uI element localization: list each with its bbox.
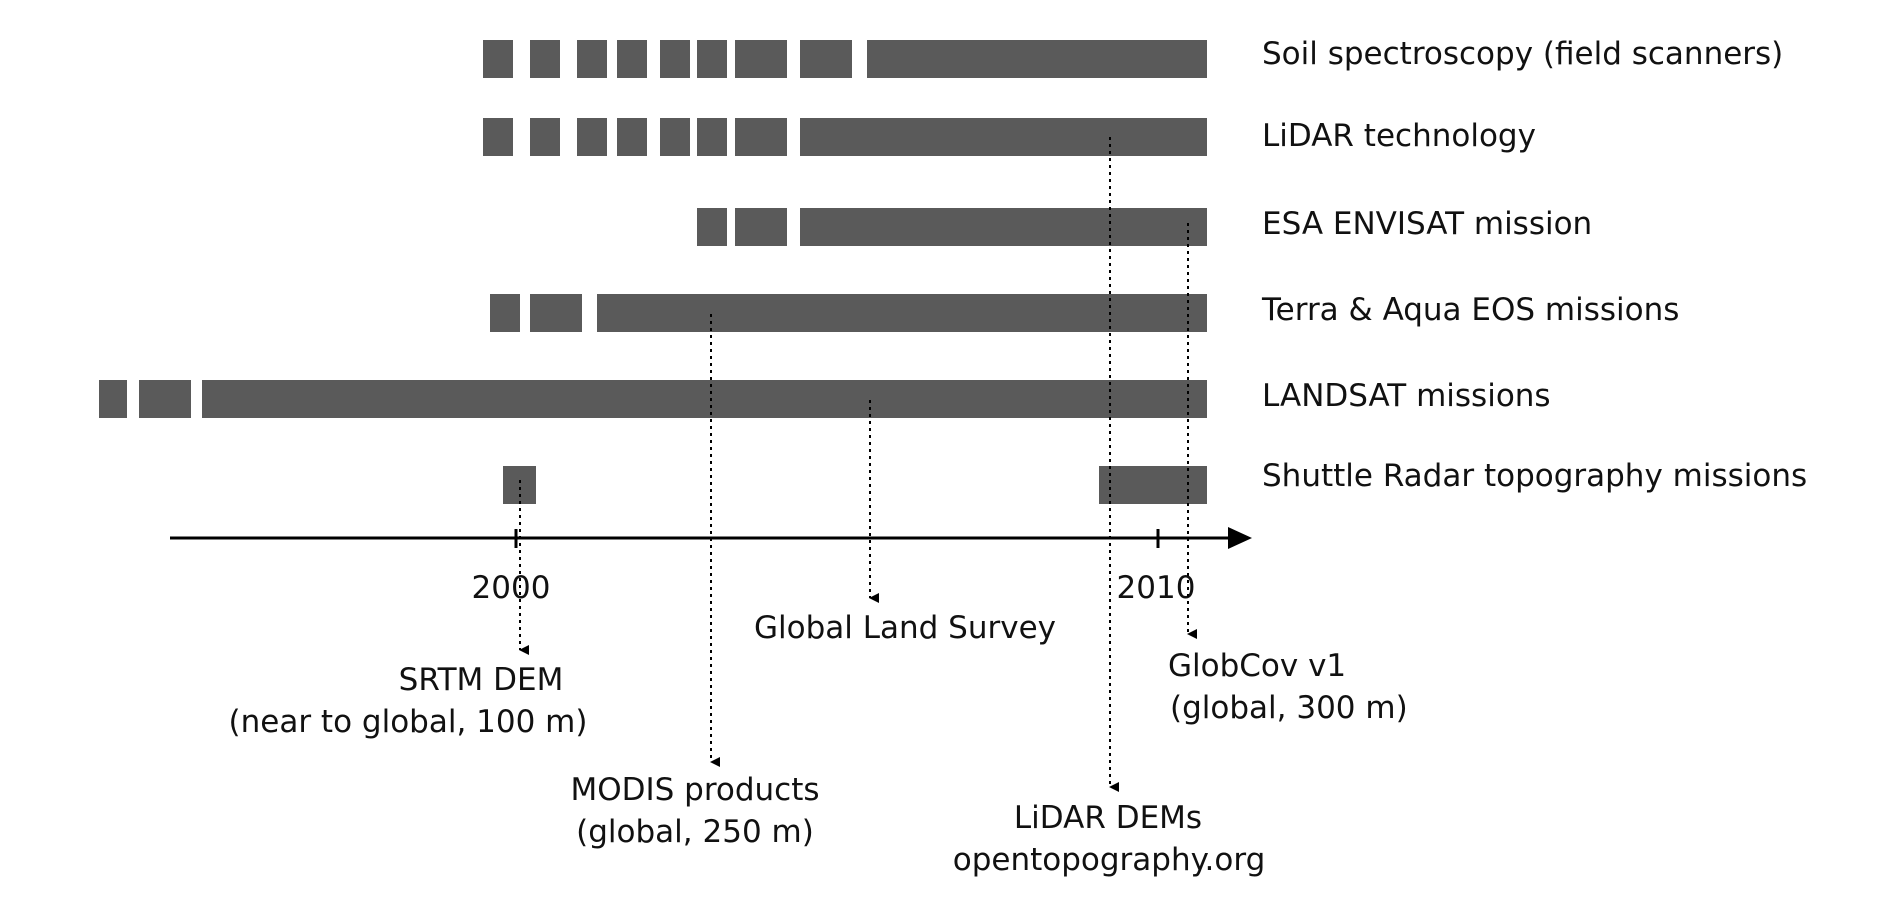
axis-arrowhead: [1228, 527, 1252, 549]
product-label-globcov: GlobCov v1 (global, 300 m): [1168, 648, 1408, 726]
row-label-esa-envisat: ESA ENVISAT mission: [1262, 206, 1592, 242]
bar-segment: [577, 118, 607, 156]
bar-segment: [867, 40, 1207, 78]
bar-row-soil-spectroscopy: [483, 40, 1207, 78]
bar-segment: [617, 40, 647, 78]
bar-segment: [660, 118, 690, 156]
bar-row-shuttle-radar: [503, 466, 1207, 504]
row-label-shuttle-radar: Shuttle Radar topography missions: [1262, 458, 1807, 494]
product-label-line: Global Land Survey: [754, 610, 1056, 646]
bar-segment: [697, 208, 727, 246]
bar-row-lidar-technology: [483, 118, 1207, 156]
bar-segment: [1099, 466, 1207, 504]
bar-segment: [99, 380, 127, 418]
bar-row-esa-envisat: [697, 208, 1207, 246]
bar-segment: [503, 466, 536, 504]
product-label-line: opentopography.org: [953, 842, 1266, 878]
bar-segment: [800, 40, 852, 78]
product-label-modis: MODIS products (global, 250 m): [570, 772, 819, 850]
product-arrows: [519, 137, 1197, 792]
product-label-line: GlobCov v1: [1168, 648, 1346, 684]
product-label-srtm-dem: SRTM DEM (near to global, 100 m): [229, 662, 588, 740]
bar-segment: [735, 40, 787, 78]
row-label-landsat: LANDSAT missions: [1262, 378, 1551, 414]
product-label-global-land-survey: Global Land Survey: [754, 610, 1056, 646]
product-label-line: LiDAR DEMs: [1014, 800, 1202, 836]
product-label-line: (near to global, 100 m): [229, 704, 588, 740]
product-label-lidar-dems: LiDAR DEMs opentopography.org: [953, 800, 1266, 878]
bar-row-terra-aqua: [490, 294, 1207, 332]
axis-tick-label-2010: 2010: [1117, 570, 1196, 606]
row-label-terra-aqua: Terra & Aqua EOS missions: [1261, 292, 1679, 328]
row-label-lidar-technology: LiDAR technology: [1262, 118, 1536, 154]
product-label-line: (global, 250 m): [576, 814, 814, 850]
bar-segment: [202, 380, 1207, 418]
product-label-line: SRTM DEM: [399, 662, 564, 698]
bar-segment: [530, 40, 560, 78]
bar-row-landsat: [99, 380, 1207, 418]
technology-bars: [99, 40, 1207, 504]
time-axis: 2000 2010: [170, 527, 1252, 606]
bar-segment: [530, 118, 560, 156]
bar-segment: [483, 40, 513, 78]
bar-segment: [735, 118, 787, 156]
bar-segment: [697, 40, 727, 78]
bar-segment: [735, 208, 787, 246]
bar-segment: [697, 118, 727, 156]
product-label-line: (global, 300 m): [1170, 690, 1408, 726]
bar-segment: [800, 118, 1207, 156]
bar-segment: [597, 294, 1207, 332]
bar-segment: [530, 294, 582, 332]
bar-segment: [577, 40, 607, 78]
product-labels: SRTM DEM (near to global, 100 m) MODIS p…: [229, 610, 1408, 878]
bar-segment: [660, 40, 690, 78]
bar-segment: [139, 380, 191, 418]
row-labels: Soil spectroscopy (field scanners) LiDAR…: [1261, 36, 1807, 494]
bar-segment: [617, 118, 647, 156]
bar-segment: [483, 118, 513, 156]
axis-tick-label-2000: 2000: [472, 570, 551, 606]
bar-segment: [490, 294, 520, 332]
bar-segment: [800, 208, 1207, 246]
product-label-line: MODIS products: [570, 772, 819, 808]
row-label-soil-spectroscopy: Soil spectroscopy (field scanners): [1262, 36, 1783, 72]
